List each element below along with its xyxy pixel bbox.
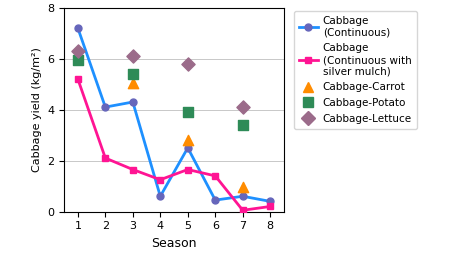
Point: [184, 110, 191, 114]
Point: [239, 185, 246, 189]
Legend: Cabbage
(Continuous), Cabbage
(Continuous with
silver mulch), Cabbage-Carrot, Ca: Cabbage (Continuous), Cabbage (Continuou…: [294, 11, 417, 129]
Point: [74, 58, 82, 62]
Point: [239, 105, 246, 109]
Point: [239, 123, 246, 127]
Point: [184, 138, 191, 142]
Point: [74, 49, 82, 53]
Point: [129, 72, 136, 76]
Point: [184, 62, 191, 66]
Y-axis label: Cabbage yield (kg/m²): Cabbage yield (kg/m²): [32, 47, 42, 172]
Point: [129, 54, 136, 58]
Point: [129, 81, 136, 85]
X-axis label: Season: Season: [151, 237, 197, 250]
